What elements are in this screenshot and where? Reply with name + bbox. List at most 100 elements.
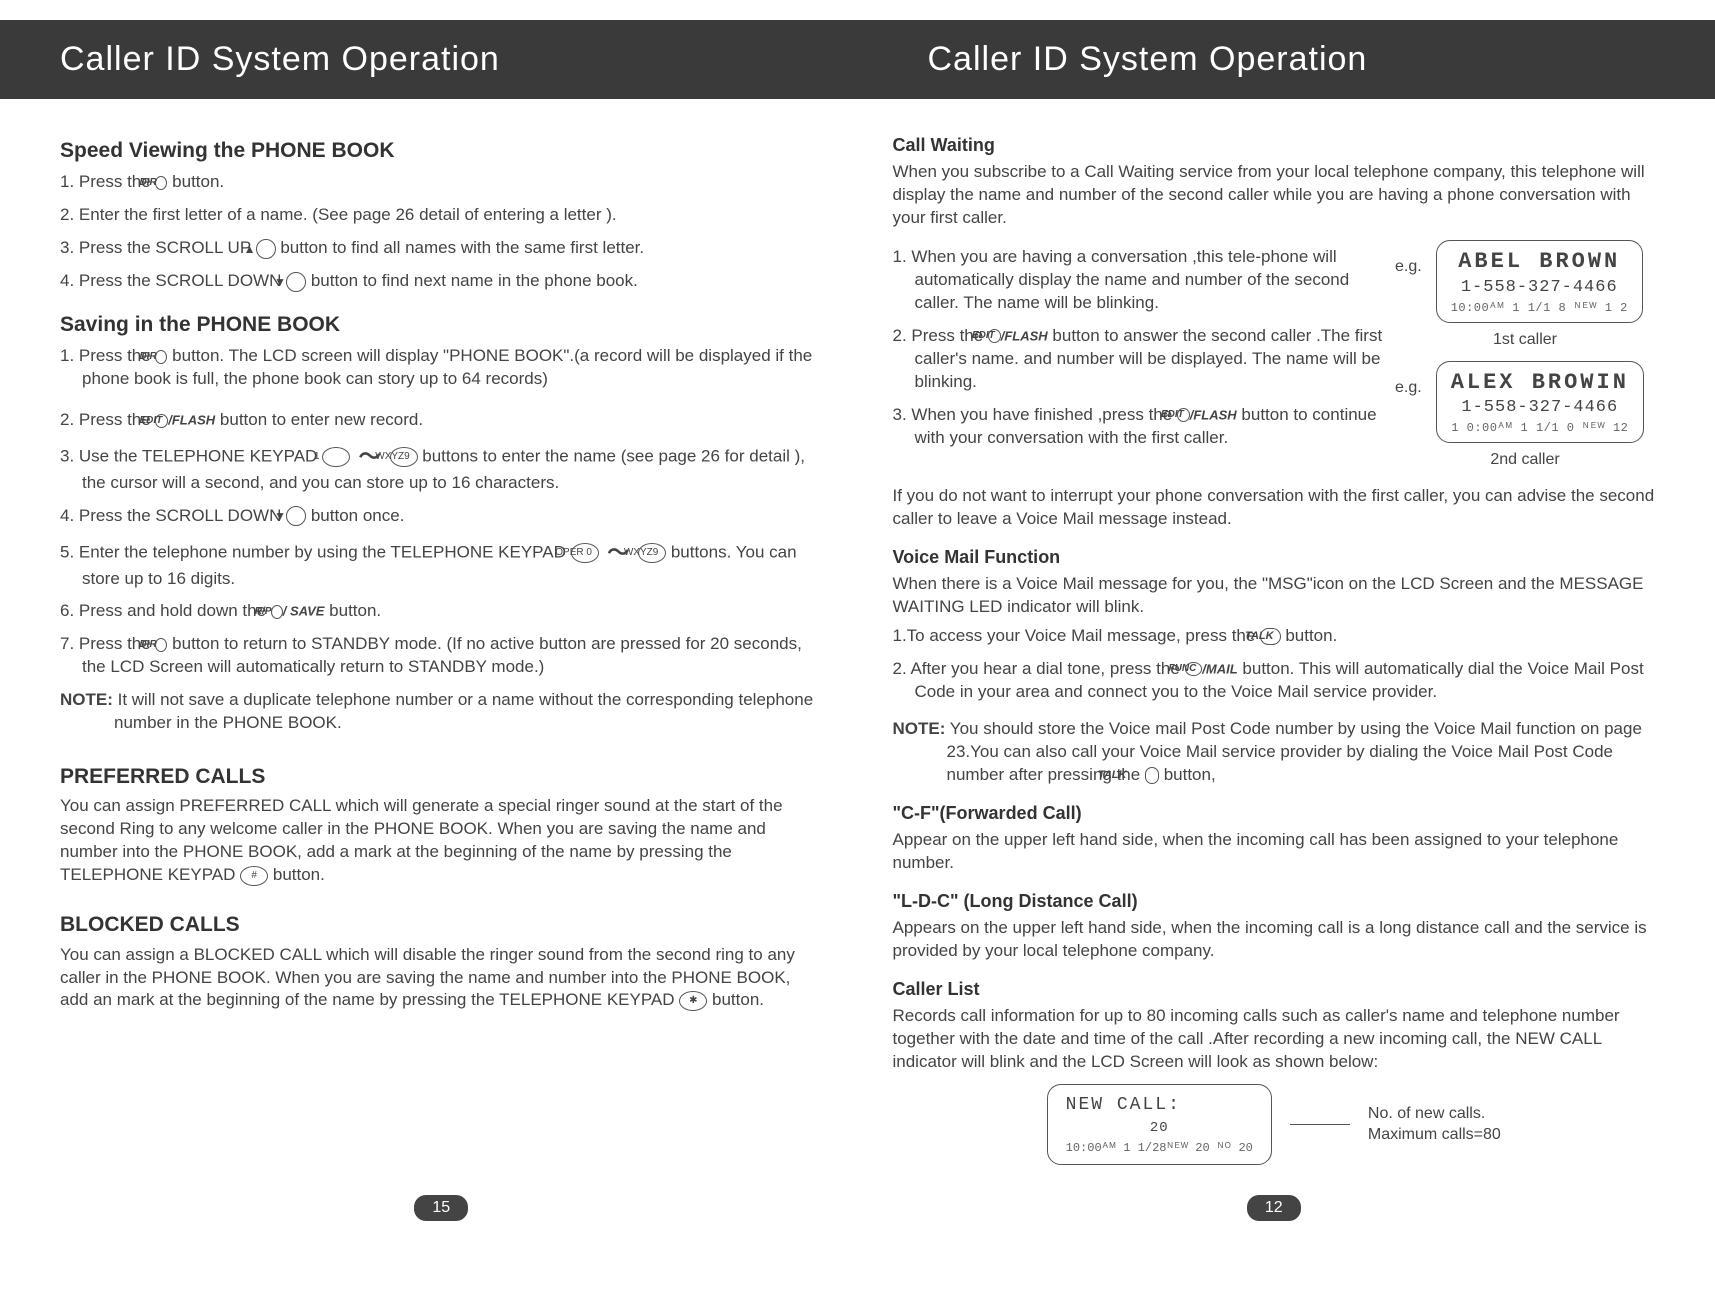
lcd-line3: 10:00ᴬᴹ 1 1/28ᴺᴱᵂ 20 ᴺᴼ 20 [1066, 1140, 1253, 1156]
lcd-name: ALEX BROWIN [1451, 368, 1629, 398]
sv-step4: 4. Press the SCROLL DOWN ▼ button to fin… [60, 270, 823, 293]
text: 4. Press the SCROLL DOWN [60, 271, 286, 290]
text: 3. Press the SCROLL UP [60, 238, 256, 257]
speed-viewing-title: Speed Viewing the PHONE BOOK [60, 137, 823, 165]
cw-step2: 2. Press the EDIT/FLASH button to answer… [893, 325, 1384, 394]
lcd-2: ALEX BROWIN 1-558-327-4466 1 0:00ᴬᴹ 1 1/… [1436, 361, 1644, 444]
key-star-icon: ✱ [679, 991, 707, 1011]
vm-intro: When there is a Voice Mail message for y… [893, 573, 1656, 619]
leader-line [1290, 1124, 1350, 1126]
flash-label: /FLASH [1190, 407, 1237, 422]
cw-intro: When you subscribe to a Call Waiting ser… [893, 161, 1656, 230]
cw-outro: If you do not want to interrupt your pho… [893, 485, 1656, 531]
page-numbers: 15 12 [0, 1185, 1715, 1251]
edit-icon: EDIT [988, 329, 1001, 343]
lcd-line2: 20 [1066, 1119, 1253, 1138]
key-1-icon: 1 [322, 447, 350, 467]
rp-icon: R/P [271, 605, 283, 619]
talk-icon: TALK [1145, 767, 1159, 784]
lcd-number: 1-558-327-4466 [1451, 277, 1628, 300]
header-band: Caller ID System Operation Caller ID Sys… [0, 20, 1715, 99]
dir-icon: DIR [155, 638, 167, 652]
text: 5. Enter the telephone number by using t… [60, 542, 571, 561]
caption-line1: No. of new calls. [1368, 1104, 1501, 1125]
sv-step1: 1. Press the DIR button. [60, 171, 823, 194]
eg-label: e.g. [1395, 240, 1422, 278]
preferred-body: You can assign PREFERRED CALL which will… [60, 795, 823, 887]
sp-step5: 5. Enter the telephone number by using t… [60, 538, 823, 591]
talk-icon: TALK [1260, 628, 1281, 645]
vm-step2: 2. After you hear a dial tone, press the… [893, 658, 1656, 704]
vm-step1: 1.To access your Voice Mail message, pre… [893, 625, 1656, 648]
sp-step7: 7. Press the DIR button to return to STA… [60, 633, 823, 679]
eg-label: e.g. [1395, 361, 1422, 399]
text: 4. Press the SCROLL DOWN [60, 506, 286, 525]
new-call-wrap: NEW CALL: 20 10:00ᴬᴹ 1 1/28ᴺᴱᵂ 20 ᴺᴼ 20 … [893, 1084, 1656, 1165]
note-label: NOTE: [893, 719, 946, 738]
lcd-bottom: 1 0:00ᴬᴹ 1 1/1 0 ᴺᴱᵂ 12 [1451, 420, 1629, 436]
lcd-name: ABEL BROWN [1451, 247, 1628, 277]
caller-list-title: Caller List [893, 977, 1656, 1001]
cw-step1: 1. When you are having a conversation ,t… [893, 246, 1384, 315]
cw-steps: 1. When you are having a conversation ,t… [893, 240, 1384, 481]
key-hash-icon: # [240, 866, 268, 886]
saving-title: Saving in the PHONE BOOK [60, 311, 823, 339]
mail-label: /MAIL [1202, 662, 1237, 677]
right-column: Call Waiting When you subscribe to a Cal… [893, 119, 1656, 1165]
text: button to find all names with the same f… [280, 238, 644, 257]
text: button to find next name in the phone bo… [311, 271, 638, 290]
text: button once. [311, 506, 405, 525]
sp-step6: 6. Press and hold down the R/P/ SAVE but… [60, 600, 823, 623]
sp-step3: 3. Use the TELEPHONE KEYPAD 1 〜 WXYZ9 bu… [60, 442, 823, 495]
caller-1-label: 1st caller [1395, 329, 1655, 351]
ldc-body: Appears on the upper left hand side, whe… [893, 917, 1656, 963]
note-body: You should store the Voice mail Post Cod… [945, 719, 1642, 784]
cw-row: 1. When you are having a conversation ,t… [893, 240, 1656, 481]
sp-step4: 4. Press the SCROLL DOWN ▼ button once. [60, 505, 823, 528]
text: You can assign PREFERRED CALL which will… [60, 796, 783, 884]
key-0-icon: OPER 0 [571, 543, 599, 563]
edit-icon: EDIT [155, 414, 168, 428]
text: button. [329, 601, 381, 620]
vm-note: NOTE: You should store the Voice mail Po… [893, 718, 1656, 787]
page-num-right: 12 [1247, 1195, 1301, 1221]
text: button. The LCD screen will display "PHO… [82, 346, 812, 388]
dir-icon: DIR [155, 350, 167, 364]
sp-step1: 1. Press the DIR button. The LCD screen … [60, 345, 823, 391]
text: button to return to STANDBY mode. (If no… [82, 634, 802, 676]
scroll-down-icon: ▼ [286, 506, 306, 526]
eg-row-1: e.g. ABEL BROWN 1-558-327-4466 10:00ᴬᴹ 1… [1395, 240, 1655, 323]
sv-step2: 2. Enter the first letter of a name. (Se… [60, 204, 823, 227]
note-label: NOTE: [60, 690, 113, 709]
text: button. [172, 172, 224, 191]
cf-title: "C-F"(Forwarded Call) [893, 801, 1656, 825]
edit-icon: EDIT [1177, 408, 1190, 422]
caption-line2: Maximum calls=80 [1368, 1125, 1501, 1146]
text: 6. Press and hold down the [60, 601, 271, 620]
new-call-caption: No. of new calls. Maximum calls=80 [1368, 1104, 1501, 1146]
blocked-title: BLOCKED CALLS [60, 911, 823, 939]
header-right: Caller ID System Operation [788, 40, 1656, 79]
cw-lcds: e.g. ABEL BROWN 1-558-327-4466 10:00ᴬᴹ 1… [1395, 240, 1655, 481]
blocked-body: You can assign a BLOCKED CALL which will… [60, 944, 823, 1013]
text: 2. After you hear a dial tone, press the [893, 659, 1185, 678]
caller-2-label: 2nd caller [1395, 449, 1655, 471]
lcd-number: 1-558-327-4466 [1451, 397, 1629, 420]
lcd-bottom: 10:00ᴬᴹ 1 1/1 8 ᴺᴱᵂ 1 2 [1451, 300, 1628, 316]
text: button. [712, 990, 764, 1009]
text: button. [273, 865, 325, 884]
sp-note: NOTE: It will not save a duplicate telep… [60, 689, 823, 735]
cf-body: Appear on the upper left hand side, when… [893, 829, 1656, 875]
dir-icon: DIR [155, 176, 167, 190]
text: 3. When you have finished ,press the [893, 405, 1177, 424]
ldc-title: "L-D-C" (Long Distance Call) [893, 889, 1656, 913]
left-column: Speed Viewing the PHONE BOOK 1. Press th… [60, 119, 823, 1165]
preferred-title: PREFERRED CALLS [60, 763, 823, 791]
text: button, [1164, 765, 1216, 784]
flash-label: /FLASH [168, 413, 215, 428]
call-waiting-title: Call Waiting [893, 133, 1656, 157]
page-num-left: 15 [414, 1195, 468, 1221]
header-left: Caller ID System Operation [60, 40, 788, 79]
scroll-down-icon: ▼ [286, 272, 306, 292]
note-body: It will not save a duplicate telephone n… [113, 690, 813, 732]
